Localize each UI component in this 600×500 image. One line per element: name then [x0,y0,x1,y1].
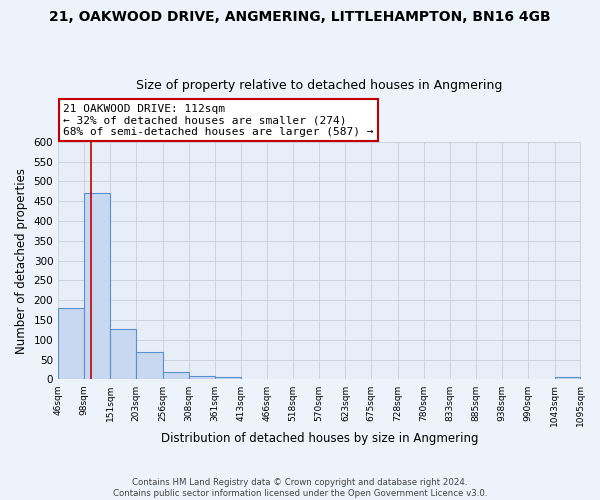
Bar [554,378,580,380]
Bar [58,308,84,380]
Bar [136,352,163,380]
Bar [84,194,110,380]
Text: 21, OAKWOOD DRIVE, ANGMERING, LITTLEHAMPTON, BN16 4GB: 21, OAKWOOD DRIVE, ANGMERING, LITTLEHAMP… [49,10,551,24]
Bar [163,372,188,380]
Title: Size of property relative to detached houses in Angmering: Size of property relative to detached ho… [136,79,503,92]
Bar [188,376,215,380]
X-axis label: Distribution of detached houses by size in Angmering: Distribution of detached houses by size … [161,432,478,445]
Bar [110,329,136,380]
Text: 21 OAKWOOD DRIVE: 112sqm
← 32% of detached houses are smaller (274)
68% of semi-: 21 OAKWOOD DRIVE: 112sqm ← 32% of detach… [64,104,374,137]
Bar [215,378,241,380]
Y-axis label: Number of detached properties: Number of detached properties [15,168,28,354]
Text: Contains HM Land Registry data © Crown copyright and database right 2024.
Contai: Contains HM Land Registry data © Crown c… [113,478,487,498]
